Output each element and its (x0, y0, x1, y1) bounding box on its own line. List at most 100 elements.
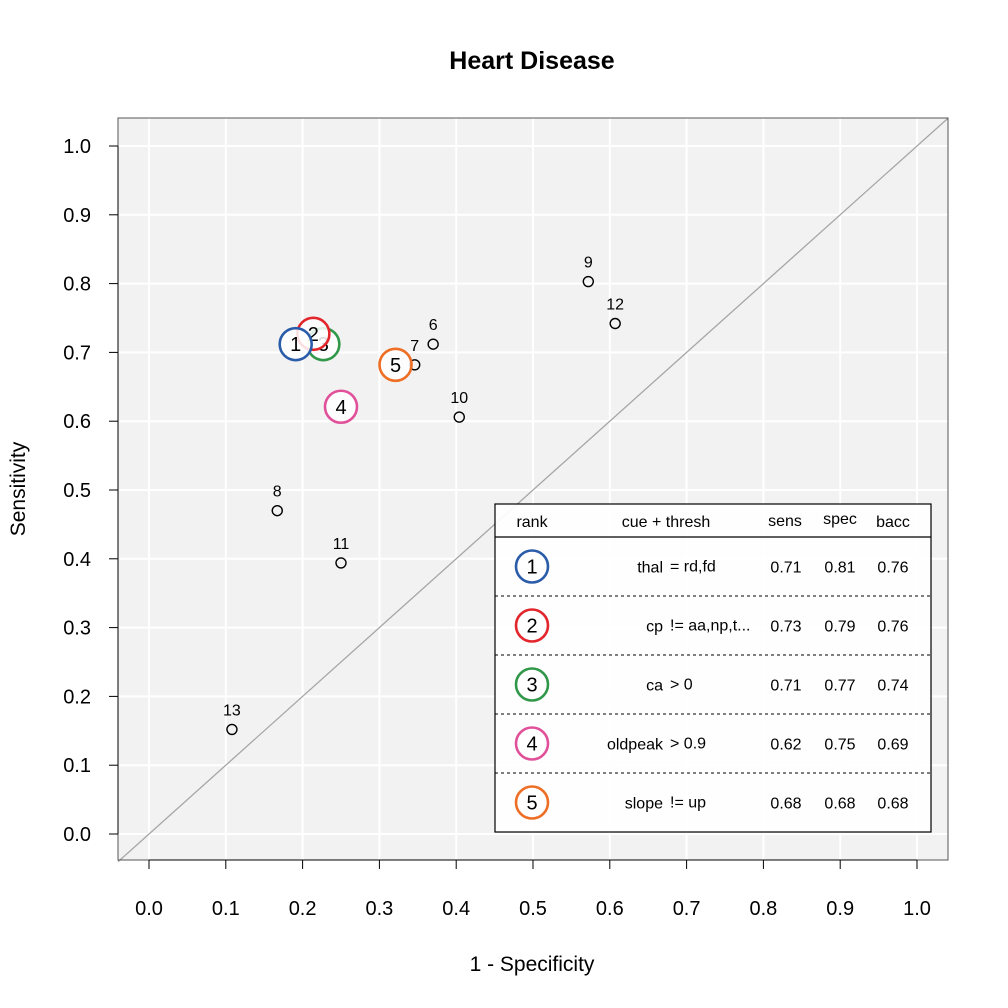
legend-rank: 2 (526, 616, 537, 638)
legend-rank: 4 (526, 734, 537, 756)
top-cue-rank: 4 (335, 397, 346, 419)
cue-point-6 (427, 338, 439, 350)
legend-box (494, 503, 932, 833)
legend-rows: 1 thal = rd,fd 0.71 0.81 0.76 2 cp != aa,np,t...… (495, 549, 931, 820)
y-tick-label: 0.6 (63, 411, 91, 433)
legend-rank: 5 (526, 793, 537, 815)
x-tick-label: 0.5 (519, 898, 547, 920)
cue-point-label: 13 (223, 702, 241, 719)
legend-row: 3 ca > 0 0.71 0.77 0.74 (514, 667, 909, 702)
y-tick-label: 0.8 (63, 274, 91, 296)
cue-point-9 (582, 275, 594, 288)
x-tick-label: 0.2 (289, 898, 317, 920)
y-tick-label: 0.5 (63, 480, 91, 502)
legend-rank-marker (514, 549, 550, 584)
legend-spec: 0.75 (824, 737, 855, 754)
legend-sens: 0.73 (770, 619, 801, 636)
cue-point-12 (609, 317, 621, 330)
legend-header-bacc: bacc (876, 514, 910, 531)
x-tick-label: 0.4 (442, 898, 470, 920)
cue-point-label: 8 (273, 484, 282, 501)
legend-sens: 0.71 (770, 678, 801, 695)
diagonal-reference-line (117, 117, 949, 863)
cue-point-label: 12 (606, 297, 624, 314)
x-tick-label: 0.1 (212, 898, 240, 920)
legend-rank: 1 (526, 557, 537, 579)
y-tick-label: 0.7 (63, 342, 91, 364)
legend-cue: thal (637, 560, 663, 577)
legend-bacc: 0.76 (877, 560, 908, 577)
legend-spec: 0.79 (824, 619, 855, 636)
legend-header-spec: spec (823, 511, 857, 528)
x-axis-label: 1 - Specificity (470, 953, 595, 976)
cue-point-11 (335, 557, 347, 569)
legend-row: 4 oldpeak > 0.9 0.62 0.75 0.69 (514, 726, 909, 761)
top-cue-marker-1 (278, 326, 313, 362)
x-tick-label: 0.9 (826, 898, 854, 920)
x-tick-label: 0.7 (673, 898, 701, 920)
legend-rank-marker (514, 785, 550, 820)
y-tick-label: 1.0 (63, 136, 91, 158)
legend-sens: 0.68 (770, 796, 801, 813)
chart-title: Heart Disease (449, 47, 614, 75)
y-tick-label: 0.0 (63, 824, 91, 846)
cue-point-label: 11 (333, 536, 350, 553)
legend-header-cue-thresh: cue + thresh (622, 514, 711, 531)
legend-cue: cp (646, 619, 663, 636)
top-cue-rank: 2 (308, 324, 319, 346)
legend-rank-marker (514, 667, 550, 702)
x-tick-label: 1.0 (903, 898, 931, 920)
legend-bacc: 0.76 (877, 619, 908, 636)
cue-point-8 (271, 504, 283, 517)
legend-bacc: 0.69 (877, 737, 908, 754)
legend-spec: 0.68 (824, 796, 855, 813)
cue-point-label: 10 (450, 390, 468, 407)
x-tick-label: 0.0 (135, 898, 163, 920)
top-cue-rank: 5 (390, 355, 401, 377)
top-cue-marker-4 (323, 389, 359, 425)
legend-spec: 0.77 (824, 678, 855, 695)
legend-cue: oldpeak (607, 737, 664, 754)
legend-bacc: 0.74 (877, 678, 908, 695)
x-tick-label: 0.8 (749, 898, 777, 920)
legend-threshold: > 0 (670, 677, 693, 694)
legend-row: 1 thal = rd,fd 0.71 0.81 0.76 (514, 549, 909, 584)
legend-bacc: 0.68 (877, 796, 908, 813)
legend-header-sens: sens (768, 513, 802, 530)
legend-sens: 0.62 (770, 737, 801, 754)
legend-header-rank: rank (516, 514, 548, 531)
cue-point-label: 6 (429, 317, 438, 334)
y-tick-label: 0.9 (63, 205, 91, 227)
y-tick-label: 0.3 (63, 618, 91, 640)
y-tick-label: 0.1 (63, 755, 91, 777)
legend-threshold: != up (670, 795, 706, 812)
top-cue-points: 54321 (278, 316, 413, 425)
cue-point-label: 7 (410, 338, 419, 355)
x-tick-label: 0.3 (365, 898, 393, 920)
cue-point-label: 9 (584, 255, 593, 272)
legend-rank-marker (514, 608, 550, 643)
legend-spec: 0.81 (824, 560, 855, 577)
legend-row: 5 slope != up 0.68 0.68 0.68 (514, 785, 909, 820)
y-axis-ticks: 0.0 0.1 0.2 0.3 0.4 0.5 0.6 0.7 0.8 0.9 1.0 (63, 136, 118, 846)
x-tick-label: 0.6 (596, 898, 624, 920)
top-cue-marker-5 (378, 347, 413, 383)
y-axis-label: Sensitivity (7, 441, 30, 536)
legend-rank-marker (514, 726, 550, 761)
legend-threshold: = rd,fd (670, 559, 716, 576)
top-cue-rank: 1 (290, 334, 301, 356)
y-tick-label: 0.4 (63, 549, 91, 571)
legend-rank: 3 (526, 675, 537, 697)
cue-point-13 (226, 723, 238, 736)
legend-cue: slope (625, 796, 663, 813)
cue-point-10 (453, 411, 465, 423)
x-axis-ticks: 0.0 0.1 0.2 0.3 0.4 0.5 0.6 0.7 0.8 0.9 1.0 (135, 860, 931, 920)
legend-threshold: > 0.9 (670, 736, 706, 753)
cue-legend: rank cue + thresh sens spec bacc 1 thal = … (494, 503, 932, 833)
legend-sens: 0.71 (770, 560, 801, 577)
legend-row: 2 cp != aa,np,t... 0.73 0.79 0.76 (514, 608, 909, 643)
legend-cue: ca (646, 678, 663, 695)
legend-threshold: != aa,np,t... (670, 618, 751, 635)
